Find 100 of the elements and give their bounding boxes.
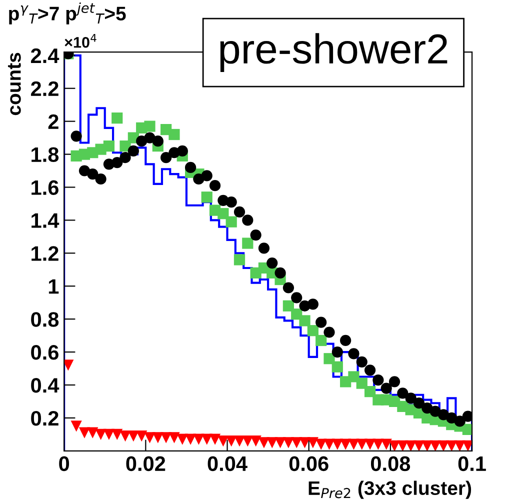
y-tick-label: 2.2: [30, 81, 58, 96]
point: [168, 128, 180, 140]
point: [397, 440, 408, 451]
point: [201, 170, 212, 182]
point: [388, 440, 400, 451]
x-tick-label: 0.08: [370, 456, 410, 472]
text: ×10$^{4}$: [64, 34, 96, 48]
point: [70, 420, 82, 432]
point: [291, 292, 302, 304]
point: [87, 168, 98, 180]
point: [356, 378, 368, 389]
point: [250, 435, 262, 447]
y-tick-label: 1.8: [32, 147, 59, 162]
point: [78, 427, 90, 438]
point: [454, 416, 466, 427]
point: [103, 140, 115, 152]
point: [405, 392, 416, 404]
point: [209, 180, 221, 192]
point: [201, 192, 212, 203]
point: [266, 437, 278, 448]
point: [332, 346, 343, 358]
y-tick-label: 1.6: [32, 180, 58, 195]
point: [95, 173, 106, 185]
point: [112, 156, 123, 168]
point: [307, 325, 318, 336]
point: [168, 432, 180, 444]
y-tick-label: 0.4: [31, 378, 60, 393]
point: [462, 424, 472, 436]
x-tick-label: 0.06: [289, 456, 328, 472]
point: [388, 376, 400, 388]
point: [258, 437, 270, 448]
point: [348, 348, 360, 360]
point: [95, 428, 106, 440]
point: [120, 152, 131, 164]
point: [282, 437, 294, 448]
point: [438, 440, 450, 451]
point: [364, 438, 376, 450]
point: [446, 440, 458, 451]
point: [87, 427, 98, 438]
point: [112, 428, 123, 440]
point: [242, 238, 254, 249]
point: [176, 145, 188, 157]
point: [340, 334, 352, 346]
point: [209, 434, 221, 445]
point: [348, 438, 360, 450]
point: [274, 437, 286, 448]
point: [430, 440, 441, 451]
point: [324, 438, 335, 450]
point: [372, 374, 384, 386]
y-axis-title: counts: [8, 52, 21, 116]
point: [397, 388, 408, 399]
point: [218, 435, 229, 447]
point: [413, 398, 425, 409]
point: [324, 326, 335, 338]
point: [120, 430, 131, 442]
point: [454, 440, 466, 451]
point: [234, 206, 246, 218]
point: [316, 334, 327, 346]
point: [422, 440, 433, 451]
y-tick-label: 0.8: [31, 312, 59, 327]
point: [242, 435, 254, 447]
point: [193, 434, 204, 445]
point: [144, 120, 156, 132]
point: [299, 315, 310, 326]
y-tick-label: 1: [48, 279, 59, 294]
point: [70, 130, 82, 142]
point: [152, 136, 164, 147]
point: [242, 214, 254, 226]
point: [160, 152, 172, 164]
point: [226, 196, 237, 208]
point: [103, 428, 115, 440]
point: [218, 208, 229, 220]
point: [291, 437, 302, 448]
point: [413, 440, 425, 451]
point: [282, 282, 294, 294]
point: [128, 145, 139, 157]
point: [184, 162, 196, 174]
x-tick-label: 0.1: [458, 456, 486, 472]
point: [364, 386, 376, 398]
point: [274, 267, 286, 278]
point: [160, 432, 172, 444]
point: [184, 434, 196, 445]
point: [462, 410, 472, 422]
point: [64, 360, 74, 371]
point: [380, 438, 392, 450]
point: [258, 242, 270, 254]
point: [136, 430, 148, 442]
point: [405, 440, 416, 451]
point: [356, 356, 368, 368]
x-tick-label: 0.04: [208, 456, 248, 472]
point: [234, 254, 246, 266]
y-tick-label: 1.4: [32, 213, 60, 228]
point: [128, 430, 139, 442]
y-tick-label: 2: [48, 114, 58, 129]
y-tick-label: 0.6: [31, 345, 58, 360]
x-tick-label: 0: [59, 456, 70, 472]
y-tick-label: 1.2: [32, 246, 58, 261]
y-tick-label: 0.2: [31, 410, 58, 426]
chart-title: p$^{γ}$$_{T}$>7 p$^{jet}$$_{T}$>5: [9, 2, 126, 24]
point: [266, 257, 278, 269]
